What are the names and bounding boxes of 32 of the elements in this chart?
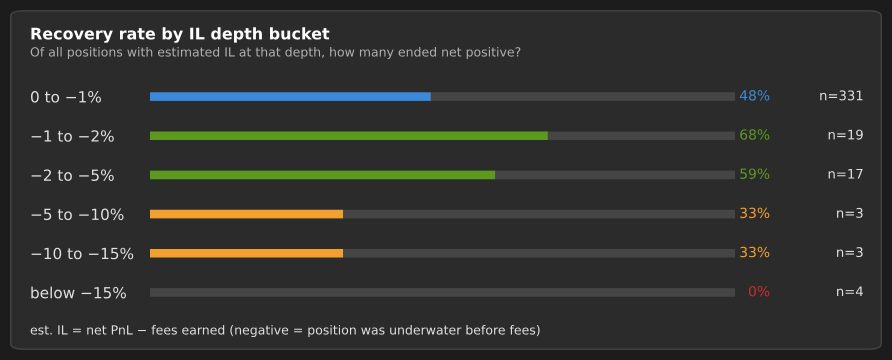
- bar: [150, 248, 344, 258]
- text: n=3: [837, 247, 863, 258]
- bar: [150, 170, 496, 180]
- data-label: 33%: [740, 246, 770, 258]
- bar: [150, 131, 548, 140]
- bar: [495, 170, 735, 180]
- text: est. IL = net PnL − fees earned (negative = position was underwater before fees): [30, 324, 540, 338]
- y-tick-label: below −15%: [31, 286, 126, 298]
- bar: [343, 248, 735, 258]
- bar: [150, 92, 431, 101]
- text: n=3: [837, 208, 863, 218]
- chart-title: Recovery rate by IL depth bucket: [31, 27, 330, 43]
- text: n=19: [828, 130, 863, 140]
- text: n=17: [828, 168, 863, 179]
- data-label: 59%: [740, 168, 770, 179]
- data-label: 68%: [740, 129, 770, 140]
- y-tick-label: −2 to −5%: [32, 169, 114, 181]
- chart-subtitle: Of all positions with estimated IL at that depth, how many ended net positive?: [30, 46, 520, 60]
- bar: [548, 131, 735, 140]
- y-tick-label: −1 to −2%: [32, 130, 114, 142]
- text: n=331: [820, 90, 862, 100]
- text: n=4: [837, 286, 863, 296]
- y-tick-label: −5 to −10%: [32, 208, 124, 220]
- data-label: 48%: [740, 90, 770, 101]
- data-label: 33%: [740, 208, 770, 218]
- y-tick-label: −10 to −15%: [32, 248, 134, 260]
- bar: [150, 288, 735, 297]
- bar: [430, 92, 735, 101]
- bar: [343, 210, 735, 218]
- y-tick-label: 0 to −1%: [31, 91, 101, 103]
- data-label: 0%: [748, 286, 770, 296]
- bar: [150, 210, 344, 218]
